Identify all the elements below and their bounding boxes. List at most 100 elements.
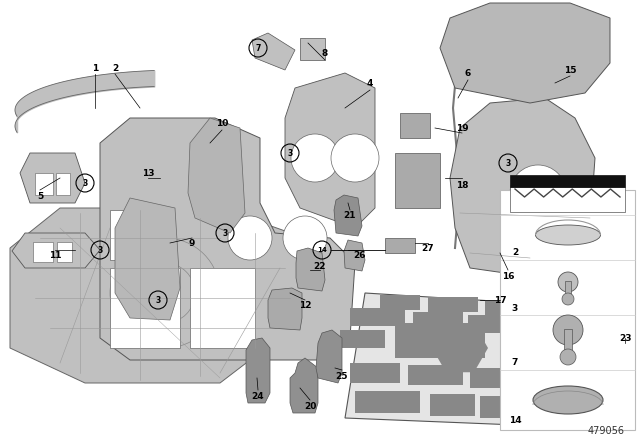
Text: 4: 4 (367, 78, 373, 87)
Bar (33, 242, 53, 262)
Text: 2: 2 (512, 247, 518, 257)
Bar (408, 365, 463, 385)
Text: 27: 27 (422, 244, 435, 253)
Polygon shape (296, 248, 325, 291)
Circle shape (562, 293, 574, 305)
Text: 6: 6 (465, 69, 471, 78)
Text: 479056: 479056 (588, 426, 625, 436)
Polygon shape (344, 240, 365, 271)
Text: 23: 23 (619, 333, 631, 343)
Text: 5: 5 (37, 191, 43, 201)
Circle shape (135, 263, 195, 323)
Bar (470, 368, 525, 388)
Polygon shape (385, 238, 415, 253)
Polygon shape (334, 195, 362, 236)
Polygon shape (10, 208, 305, 383)
Bar (380, 295, 420, 310)
Bar (510, 175, 625, 187)
Text: 3: 3 (222, 228, 228, 237)
Text: 16: 16 (502, 271, 515, 280)
Bar (110, 210, 165, 260)
Bar (413, 312, 463, 330)
Bar (564, 329, 572, 355)
Polygon shape (188, 118, 245, 233)
Circle shape (560, 349, 576, 365)
Text: 10: 10 (216, 119, 228, 128)
Bar (110, 268, 180, 348)
Bar (350, 363, 400, 383)
Bar (190, 268, 255, 348)
Circle shape (553, 315, 583, 345)
Text: 7: 7 (255, 43, 260, 52)
Text: 3: 3 (512, 303, 518, 313)
Polygon shape (400, 113, 430, 138)
Text: 19: 19 (456, 124, 468, 133)
Circle shape (283, 216, 327, 260)
Polygon shape (395, 153, 440, 208)
Polygon shape (450, 98, 595, 278)
Bar (468, 315, 523, 333)
Text: 22: 22 (314, 262, 326, 271)
Circle shape (510, 165, 566, 221)
Polygon shape (246, 338, 270, 403)
Bar (500, 190, 635, 430)
Text: 8: 8 (322, 48, 328, 57)
Text: 25: 25 (336, 371, 348, 380)
Text: 13: 13 (141, 168, 154, 177)
Text: 11: 11 (49, 250, 61, 259)
Bar (480, 396, 515, 418)
Bar (510, 187, 625, 212)
Text: 9: 9 (189, 238, 195, 247)
Bar (355, 391, 420, 413)
Polygon shape (612, 330, 632, 430)
Text: 3: 3 (287, 148, 292, 158)
Bar (35, 173, 53, 195)
Bar (530, 318, 575, 336)
Bar (57, 242, 72, 262)
Text: 18: 18 (456, 181, 468, 190)
Text: 26: 26 (354, 250, 366, 259)
Bar (533, 370, 578, 390)
Bar (565, 281, 571, 297)
Polygon shape (345, 293, 605, 428)
Text: 20: 20 (304, 401, 316, 410)
Polygon shape (300, 38, 325, 60)
Polygon shape (268, 288, 302, 330)
Bar (522, 398, 567, 420)
Text: 14: 14 (509, 415, 522, 425)
Ellipse shape (536, 225, 600, 245)
Text: 7: 7 (512, 358, 518, 366)
Text: 3: 3 (97, 246, 102, 254)
Bar (340, 330, 385, 348)
Polygon shape (252, 33, 295, 70)
Text: 21: 21 (344, 211, 356, 220)
Bar (428, 297, 478, 312)
Text: 24: 24 (252, 392, 264, 401)
Text: 3: 3 (506, 159, 511, 168)
Circle shape (331, 134, 379, 182)
Text: 12: 12 (299, 301, 311, 310)
Polygon shape (290, 358, 318, 413)
Bar (56, 173, 70, 195)
Polygon shape (115, 198, 180, 320)
Circle shape (291, 134, 339, 182)
Bar (350, 308, 405, 326)
Text: 2: 2 (112, 64, 118, 73)
Circle shape (558, 272, 578, 292)
Polygon shape (12, 233, 100, 268)
Text: 15: 15 (564, 65, 576, 74)
Text: 3: 3 (156, 296, 161, 305)
Polygon shape (100, 118, 355, 360)
Polygon shape (440, 3, 610, 103)
Text: 14: 14 (317, 247, 327, 253)
Polygon shape (432, 324, 488, 372)
Circle shape (110, 238, 220, 348)
Bar (395, 323, 485, 358)
Circle shape (228, 216, 272, 260)
Polygon shape (285, 73, 375, 228)
Text: 1: 1 (92, 64, 98, 73)
Circle shape (155, 283, 175, 303)
Ellipse shape (533, 386, 603, 414)
Bar (430, 394, 475, 416)
Text: 3: 3 (83, 178, 88, 188)
